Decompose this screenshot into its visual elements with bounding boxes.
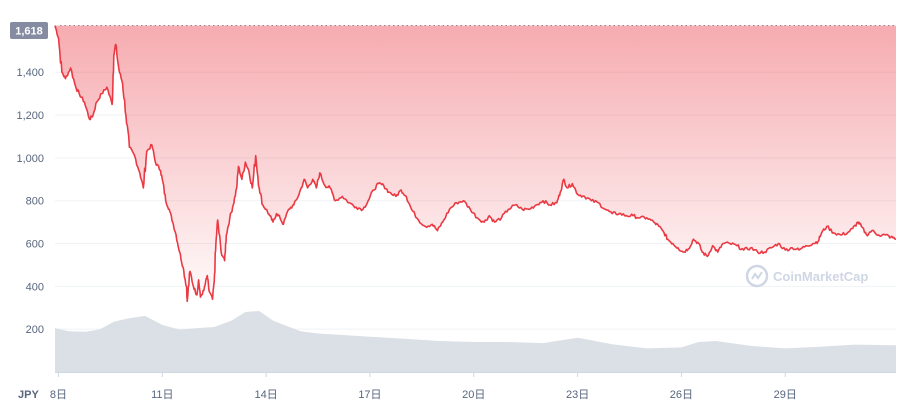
x-tick-label: 14日 [254, 389, 277, 401]
x-tick-label: 20日 [462, 389, 485, 401]
x-axis-ticks: 8日 11日 14日 17日 20日 23日 26日 29日 [50, 372, 797, 401]
price-line [54, 25, 897, 303]
price-area [55, 25, 896, 302]
volume-shape [55, 311, 896, 372]
y-axis-ticks: 200 400 600 800 1,000 1,200 1,400 [16, 67, 44, 336]
coinmarketcap-watermark: CoinMarketCap [745, 264, 868, 288]
y-tick-label: 600 [26, 239, 44, 251]
y-tick-label: 1,400 [16, 67, 44, 79]
currency-label: JPY [18, 389, 39, 401]
y-tick-label: 800 [26, 196, 44, 208]
price-area-fill [55, 25, 896, 302]
watermark-text: CoinMarketCap [773, 269, 868, 284]
x-tick-label: 11日 [151, 389, 173, 401]
volume-area [55, 311, 896, 372]
x-tick-label: 29日 [774, 389, 797, 401]
price-line-path [54, 25, 897, 303]
x-tick-label: 8日 [50, 389, 67, 401]
y-tick-label: 400 [26, 281, 44, 293]
x-tick-label: 23日 [566, 389, 589, 401]
y-tick-label: 1,200 [16, 110, 44, 122]
x-tick-label: 17日 [358, 389, 381, 401]
y-tick-label: 1,000 [16, 153, 44, 165]
x-tick-label: 26日 [670, 389, 693, 401]
y-tick-label: 200 [26, 324, 44, 336]
current-price-label: 1,618 [15, 26, 43, 38]
current-price-badge: 1,618 [10, 22, 48, 39]
coinmarketcap-logo-icon [745, 264, 769, 288]
